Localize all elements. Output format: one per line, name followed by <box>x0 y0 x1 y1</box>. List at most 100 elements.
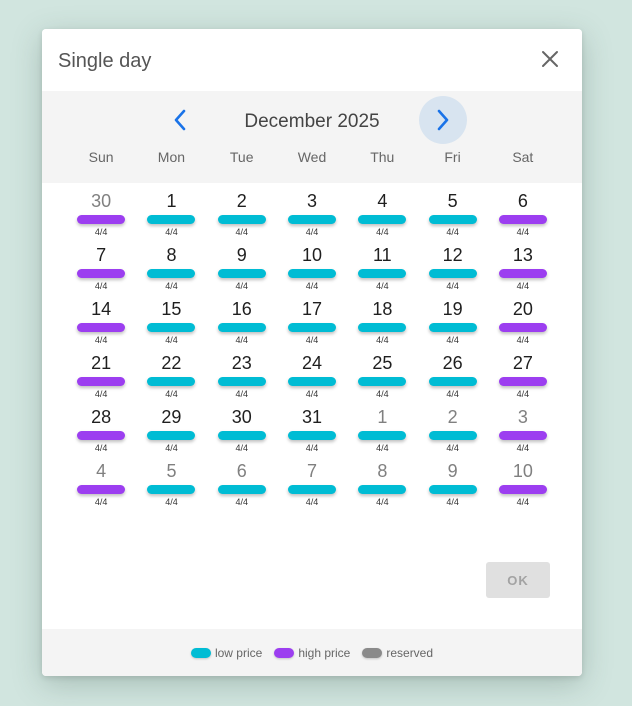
single-day-dialog: Single day December 2025 Sun Mon Tue Wed Thu… <box>42 29 582 676</box>
day-number: 28 <box>91 407 112 427</box>
availability-count: 4/4 <box>165 443 178 453</box>
day-cell[interactable]: 3 4/4 <box>277 191 347 245</box>
availability-count: 4/4 <box>305 335 319 345</box>
day-cell[interactable]: 21 4/4 <box>66 353 136 407</box>
day-number: 26 <box>442 353 463 373</box>
day-cell[interactable]: 13 4/4 <box>488 245 558 299</box>
day-number: 9 <box>236 245 247 265</box>
day-number: 7 <box>307 461 318 481</box>
availability-count: 4/4 <box>446 281 459 291</box>
day-cell[interactable]: 23 4/4 <box>207 353 277 407</box>
day-number: 3 <box>307 191 318 211</box>
day-cell[interactable]: 16 4/4 <box>207 299 277 353</box>
low-price-bar <box>358 215 407 224</box>
chevron-left-icon[interactable] <box>165 102 195 138</box>
day-cell[interactable]: 8 4/4 <box>136 245 206 299</box>
day-cell[interactable]: 1 4/4 <box>347 407 417 461</box>
day-cell[interactable]: 31 4/4 <box>277 407 347 461</box>
availability-count: 4/4 <box>94 281 108 291</box>
day-cell[interactable]: 25 4/4 <box>347 353 417 407</box>
day-cell[interactable]: 28 4/4 <box>66 407 136 461</box>
low-price-bar <box>217 485 266 494</box>
day-cell[interactable]: 29 4/4 <box>136 407 206 461</box>
day-cell[interactable]: 17 4/4 <box>277 299 347 353</box>
day-number: 1 <box>377 407 388 427</box>
low-price-bar <box>428 431 477 440</box>
day-cell[interactable]: 9 4/4 <box>207 245 277 299</box>
day-number: 4 <box>377 191 388 211</box>
dialog-header: Single day <box>42 29 582 91</box>
day-cell[interactable]: 7 4/4 <box>66 245 136 299</box>
day-number: 14 <box>91 299 112 319</box>
day-number: 11 <box>372 245 392 265</box>
low-price-bar <box>428 485 477 494</box>
availability-count: 4/4 <box>94 227 108 237</box>
day-cell[interactable]: 10 4/4 <box>488 461 558 515</box>
day-number: 23 <box>231 353 252 373</box>
availability-count: 4/4 <box>376 443 389 453</box>
day-cell[interactable]: 27 4/4 <box>488 353 558 407</box>
legend-item: high price <box>274 646 350 660</box>
day-cell[interactable]: 10 4/4 <box>277 245 347 299</box>
day-cell[interactable]: 6 4/4 <box>488 191 558 245</box>
availability-count: 4/4 <box>446 443 459 453</box>
day-cell[interactable]: 5 4/4 <box>136 461 206 515</box>
high-price-bar <box>77 269 126 278</box>
day-cell[interactable]: 24 4/4 <box>277 353 347 407</box>
legend-swatch <box>190 647 211 658</box>
day-cell[interactable]: 6 4/4 <box>207 461 277 515</box>
day-cell[interactable]: 7 4/4 <box>277 461 347 515</box>
low-price-bar <box>147 431 196 440</box>
day-cell[interactable]: 30 4/4 <box>207 407 277 461</box>
availability-count: 4/4 <box>94 443 108 453</box>
availability-count: 4/4 <box>376 227 389 237</box>
day-cell[interactable]: 5 4/4 <box>417 191 487 245</box>
day-cell[interactable]: 19 4/4 <box>417 299 487 353</box>
availability-count: 4/4 <box>446 335 459 345</box>
availability-count: 4/4 <box>446 389 459 399</box>
day-cell[interactable]: 14 4/4 <box>66 299 136 353</box>
day-cell[interactable]: 2 4/4 <box>417 407 487 461</box>
low-price-bar <box>147 485 196 494</box>
high-price-bar <box>498 377 547 386</box>
price-legend: low price high price reserved <box>42 629 582 676</box>
low-price-bar <box>288 431 337 440</box>
day-cell[interactable]: 26 4/4 <box>417 353 487 407</box>
day-number: 30 <box>231 407 252 427</box>
legend-swatch <box>362 647 383 658</box>
day-cell[interactable]: 12 4/4 <box>417 245 487 299</box>
high-price-bar <box>77 323 126 332</box>
day-cell[interactable]: 4 4/4 <box>66 461 136 515</box>
low-price-bar <box>428 269 477 278</box>
day-cell[interactable]: 3 4/4 <box>488 407 558 461</box>
calendar-header: December 2025 Sun Mon Tue Wed Thu Fri Sat <box>42 91 582 183</box>
availability-count: 4/4 <box>516 389 530 399</box>
availability-count: 4/4 <box>305 443 319 453</box>
availability-count: 4/4 <box>235 227 248 237</box>
low-price-bar <box>217 269 266 278</box>
day-cell[interactable]: 18 4/4 <box>347 299 417 353</box>
day-cell[interactable]: 2 4/4 <box>207 191 277 245</box>
day-cell[interactable]: 9 4/4 <box>417 461 487 515</box>
low-price-bar <box>147 377 196 386</box>
day-cell[interactable]: 1 4/4 <box>136 191 206 245</box>
day-cell[interactable]: 15 4/4 <box>136 299 206 353</box>
low-price-bar <box>288 485 337 494</box>
legend-swatch <box>274 647 295 658</box>
low-price-bar <box>428 377 477 386</box>
availability-count: 4/4 <box>516 443 530 453</box>
high-price-bar <box>498 215 547 224</box>
day-cell[interactable]: 8 4/4 <box>347 461 417 515</box>
availability-count: 4/4 <box>94 389 108 399</box>
close-icon[interactable] <box>538 47 562 71</box>
day-cell[interactable]: 11 4/4 <box>347 245 417 299</box>
day-cell[interactable]: 4 4/4 <box>347 191 417 245</box>
day-number: 6 <box>236 461 247 481</box>
day-cell[interactable]: 20 4/4 <box>488 299 558 353</box>
day-cell[interactable]: 22 4/4 <box>136 353 206 407</box>
ok-button[interactable]: OK <box>486 562 550 598</box>
day-number: 2 <box>236 191 247 211</box>
chevron-right-icon[interactable] <box>419 96 467 144</box>
low-price-bar <box>288 269 337 278</box>
day-cell[interactable]: 30 4/4 <box>66 191 136 245</box>
